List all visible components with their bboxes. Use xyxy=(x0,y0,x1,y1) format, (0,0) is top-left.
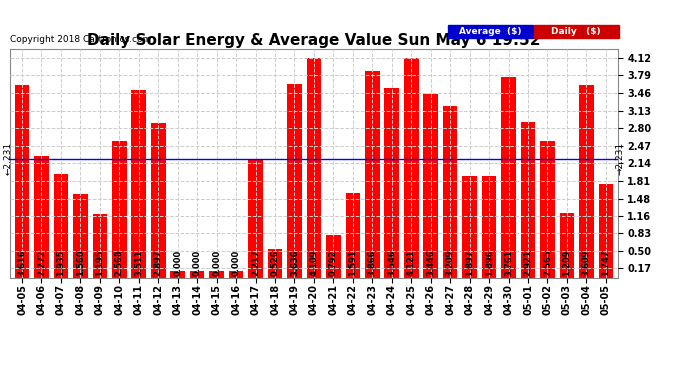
Bar xyxy=(209,271,224,278)
Text: 3.546: 3.546 xyxy=(387,250,396,276)
Text: 3.609: 3.609 xyxy=(582,250,591,276)
Bar xyxy=(365,71,380,278)
Text: 1.935: 1.935 xyxy=(57,250,66,276)
Bar xyxy=(73,194,88,278)
Text: 0.000: 0.000 xyxy=(173,250,182,276)
Text: 1.209: 1.209 xyxy=(562,250,571,276)
Bar xyxy=(540,141,555,278)
Bar xyxy=(170,271,185,278)
Text: 1.896: 1.896 xyxy=(484,250,493,276)
Text: 1.560: 1.560 xyxy=(76,250,85,276)
Bar xyxy=(132,90,146,278)
FancyBboxPatch shape xyxy=(534,25,619,38)
Text: ←2.231: ←2.231 xyxy=(3,142,12,175)
Bar xyxy=(443,106,457,278)
Text: 2.565: 2.565 xyxy=(543,250,552,276)
Text: 3.209: 3.209 xyxy=(446,250,455,276)
Text: →2.231: →2.231 xyxy=(615,142,624,175)
Bar xyxy=(482,176,496,278)
Text: 3.511: 3.511 xyxy=(135,250,144,276)
Text: 0.526: 0.526 xyxy=(270,250,279,276)
Text: 1.591: 1.591 xyxy=(348,250,357,276)
Text: 2.568: 2.568 xyxy=(115,250,124,276)
Bar xyxy=(112,141,127,278)
Text: 1.897: 1.897 xyxy=(465,250,474,276)
Text: 3.616: 3.616 xyxy=(17,250,26,276)
Text: Average  ($): Average ($) xyxy=(459,27,521,36)
Text: 3.866: 3.866 xyxy=(368,250,377,276)
Bar xyxy=(404,58,419,278)
Bar xyxy=(92,214,107,278)
Text: 2.921: 2.921 xyxy=(524,250,533,276)
Text: 0.000: 0.000 xyxy=(212,250,221,276)
Bar xyxy=(579,85,593,278)
Text: 2.272: 2.272 xyxy=(37,250,46,276)
Text: 1.747: 1.747 xyxy=(602,250,611,276)
Text: 2.897: 2.897 xyxy=(154,250,163,276)
Bar xyxy=(306,58,322,278)
Bar xyxy=(54,174,68,278)
Bar xyxy=(424,94,438,278)
Bar xyxy=(14,85,29,278)
Text: 0.000: 0.000 xyxy=(193,250,201,276)
Text: 3.761: 3.761 xyxy=(504,250,513,276)
Bar xyxy=(346,193,360,278)
Bar xyxy=(326,235,341,278)
Text: 2.217: 2.217 xyxy=(251,250,260,276)
Bar xyxy=(268,249,282,278)
Bar xyxy=(229,271,244,278)
Bar xyxy=(248,159,263,278)
Bar xyxy=(598,184,613,278)
Bar xyxy=(560,213,574,278)
Text: 3.446: 3.446 xyxy=(426,250,435,276)
Text: 0.792: 0.792 xyxy=(329,250,338,276)
Text: Daily   ($): Daily ($) xyxy=(551,27,601,36)
Text: 4.109: 4.109 xyxy=(309,250,319,276)
Text: 3.636: 3.636 xyxy=(290,250,299,276)
Text: 4.121: 4.121 xyxy=(407,250,416,276)
Text: Copyright 2018 Cartronics.com: Copyright 2018 Cartronics.com xyxy=(10,35,152,44)
Bar xyxy=(384,88,399,278)
Bar xyxy=(501,77,516,278)
Bar xyxy=(521,122,535,278)
Text: 0.000: 0.000 xyxy=(232,250,241,276)
Bar xyxy=(34,156,49,278)
Bar xyxy=(151,123,166,278)
Title: Daily Solar Energy & Average Value Sun May 6 19:52: Daily Solar Energy & Average Value Sun M… xyxy=(87,33,541,48)
Bar xyxy=(462,176,477,278)
Text: 1.195: 1.195 xyxy=(95,250,104,276)
Bar xyxy=(287,84,302,278)
Bar xyxy=(190,271,204,278)
FancyBboxPatch shape xyxy=(448,25,533,38)
